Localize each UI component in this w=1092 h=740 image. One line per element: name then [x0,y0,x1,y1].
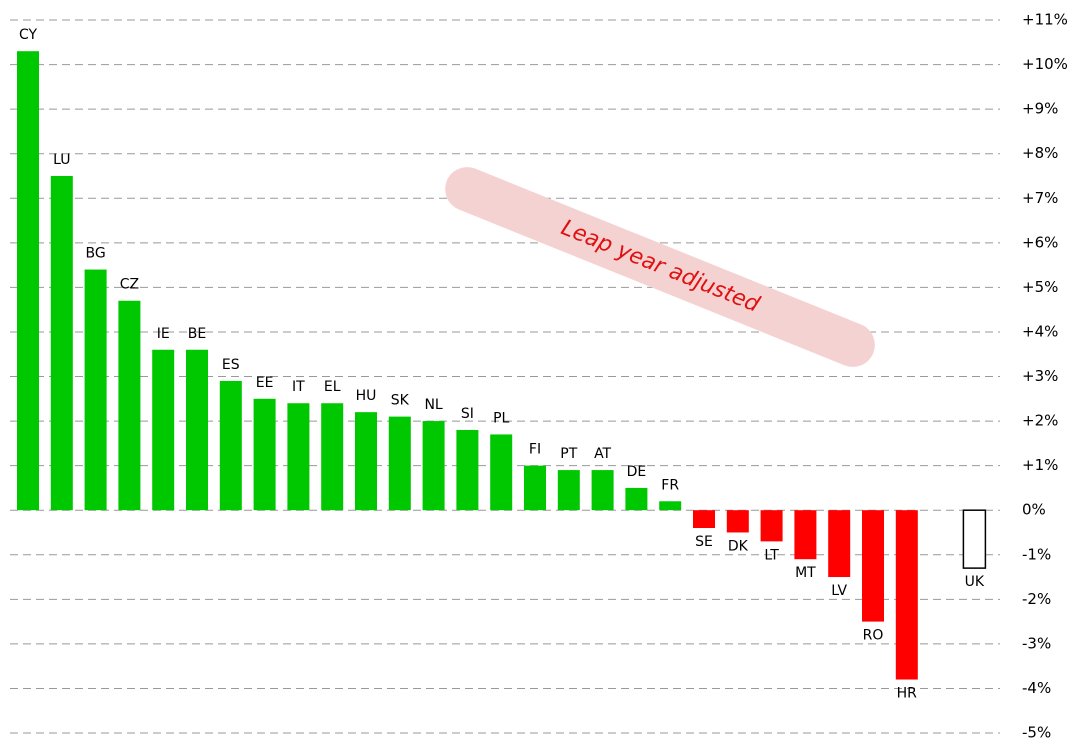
y-tick-label: +2% [1022,412,1058,430]
bar [794,510,817,560]
bar [625,487,648,511]
bar [355,412,377,511]
y-tick-label: -4% [1022,679,1051,697]
bar-label: IT [292,379,305,395]
bar [219,380,242,511]
bar-label: PL [493,410,509,426]
annotation-pill [445,167,875,367]
bar-label: CZ [120,277,139,293]
bar-label: HU [356,388,377,404]
bar [524,465,546,511]
y-tick-label: +9% [1022,100,1058,118]
bar-label: IE [157,326,170,342]
bar [490,434,513,511]
bar [659,501,682,511]
bar [591,470,614,511]
y-tick-label: -5% [1022,724,1051,740]
bar-label: FR [661,477,679,493]
y-tick-label: +7% [1022,189,1058,207]
y-tick-label: +4% [1022,322,1058,340]
bar-label: LU [53,152,70,168]
y-tick-label: +11% [1022,11,1068,29]
bar [828,510,851,578]
bar [726,510,749,533]
y-tick-label: -2% [1022,590,1051,608]
y-tick-label: +3% [1022,367,1058,385]
bar-label: BG [85,246,105,262]
bar [962,509,987,569]
bar [557,470,580,511]
bar [84,269,107,511]
bar-label: DE [627,464,647,480]
annotation-group: Leap year adjusted [445,167,875,367]
bar-label: ES [222,357,240,373]
bar-label: LT [764,547,779,563]
bar [118,300,141,511]
bar-label: HR [897,686,918,702]
bar-label: UK [965,574,985,590]
y-tick-label: +10% [1022,55,1068,73]
annotation: Leap year adjusted [557,215,763,318]
bar-label: MT [795,565,816,581]
bar [895,510,918,680]
bar [321,403,344,511]
bar [152,349,175,511]
bar-label: NL [424,397,442,413]
bar-label: SE [695,534,713,550]
bar [253,398,276,511]
bar-label: EL [324,379,341,395]
y-tick-label: -1% [1022,545,1051,563]
bar-label: DK [728,538,749,554]
y-tick-label: 0% [1022,501,1046,519]
bar-label: BE [188,326,206,342]
bar-label: PT [560,446,577,462]
bar-label: CY [19,27,38,43]
bar-label: SK [391,393,410,409]
y-tick-label: -3% [1022,634,1051,652]
bar [287,403,310,511]
bar [388,416,411,511]
bar [17,51,39,511]
y-tick-label: +5% [1022,278,1058,296]
bar [693,510,715,529]
bar [862,510,884,622]
bar-label: EE [256,375,274,391]
bar-label: SI [461,406,474,422]
y-tick-label: +8% [1022,144,1058,162]
bar-label: LV [831,583,847,599]
bar [760,510,783,542]
y-tick-label: +6% [1022,233,1058,251]
bar-label: RO [863,628,884,644]
bar [186,349,208,511]
y-tick-label: +1% [1022,456,1058,474]
bar-label: AT [594,446,611,462]
bar [50,175,73,511]
bar [456,429,479,511]
bar [422,421,445,511]
bar-label: FI [529,442,541,458]
